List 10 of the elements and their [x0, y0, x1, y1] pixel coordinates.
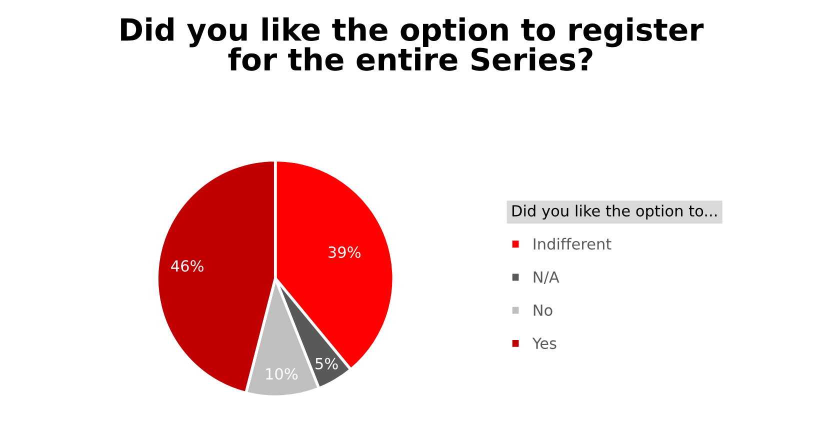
legend-label: Yes [532, 338, 556, 350]
legend-label: N/A [534, 271, 560, 284]
legend-label: No [534, 304, 552, 316]
chart-title: Did you like the option to register for the entire Series? [121, 17, 704, 71]
data-label: 39% [328, 246, 361, 258]
data-label: 46% [171, 260, 204, 272]
data-label: 5% [316, 358, 338, 370]
legend-title: Did you like the option to... [512, 204, 717, 220]
legend-label: Indifferent [534, 238, 612, 250]
data-label: 10% [266, 368, 298, 380]
